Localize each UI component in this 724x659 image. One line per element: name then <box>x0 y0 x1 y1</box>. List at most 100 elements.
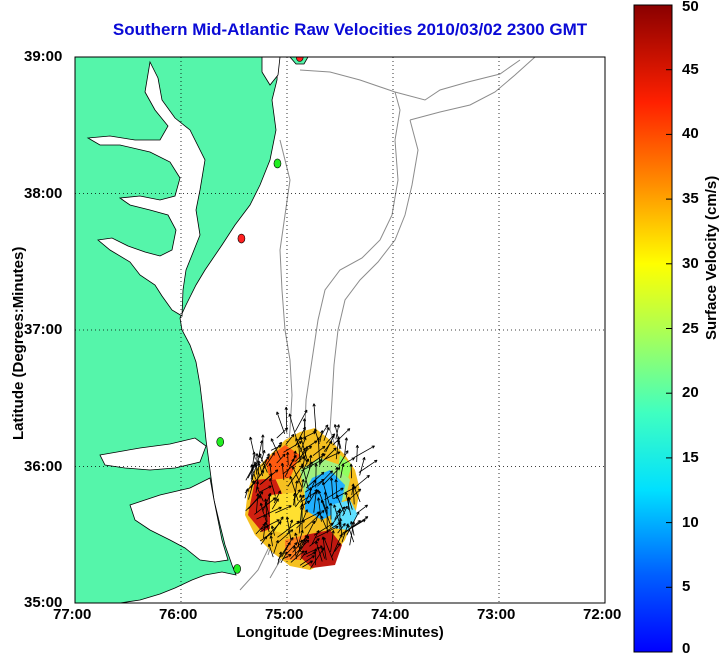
velocity-arrow <box>269 477 276 497</box>
x-tick-label: 74:00 <box>371 606 410 623</box>
velocity-arrow <box>255 453 259 475</box>
velocity-arrow <box>262 492 272 512</box>
x-tick-label: 73:00 <box>477 606 516 623</box>
velocity-arrow <box>324 451 341 460</box>
velocity-arrow <box>351 483 355 496</box>
velocity-arrow <box>335 424 340 440</box>
velocity-arrow <box>260 519 280 530</box>
velocity-arrow <box>318 424 329 440</box>
velocity-arrow <box>312 403 317 431</box>
x-axis-label: Longitude (Degrees:Minutes) <box>236 624 444 641</box>
velocity-arrow <box>313 522 334 536</box>
velocity-arrow <box>320 447 337 464</box>
velocity-arrow <box>344 437 348 456</box>
x-tick-label: 76:00 <box>159 606 198 623</box>
velocity-arrow <box>258 440 264 456</box>
station-marker <box>233 564 241 574</box>
colorbar-tick-label: 20 <box>682 384 699 402</box>
y-tick-label: 35:00 <box>24 594 63 611</box>
colorbar-tick-label: 10 <box>682 513 699 531</box>
velocity-arrow <box>259 485 272 493</box>
chesapeake-bay <box>86 60 206 317</box>
velocity-arrow <box>290 550 305 563</box>
velocity-arrow <box>297 444 301 463</box>
velocity-arrow <box>248 480 255 500</box>
velocity-arrow <box>338 450 349 466</box>
velocity-arrow <box>261 452 275 472</box>
velocity-arrow <box>250 454 261 482</box>
y-tick-label: 38:00 <box>24 184 63 202</box>
velocity-arrow <box>255 493 260 513</box>
colorbar-tick-label: 15 <box>682 448 699 466</box>
velocity-arrow <box>319 545 326 559</box>
velocity-arrow <box>276 411 286 434</box>
velocity-arrow <box>269 535 273 547</box>
colorbar-tick-marks <box>666 4 672 653</box>
x-tick-label: 75:00 <box>265 606 304 623</box>
velocity-arrow <box>312 445 326 456</box>
colorbar-tick-label: 50 <box>682 0 699 15</box>
velocity-arrow <box>285 433 295 445</box>
velocity-arrow <box>275 505 292 514</box>
velocity-arrow <box>355 474 370 487</box>
velocity-arrow <box>295 445 312 462</box>
station-marker <box>295 57 304 62</box>
velocity-arrow <box>329 477 334 499</box>
velocity-arrow <box>323 491 328 507</box>
velocity-arrow <box>334 542 341 552</box>
grid-lines <box>75 57 605 603</box>
velocity-arrow <box>250 451 256 480</box>
plot-frame <box>74 56 606 604</box>
chart-title: Southern Mid-Atlantic Raw Velocities 201… <box>112 20 588 39</box>
velocity-arrow <box>294 494 305 508</box>
velocity-arrow <box>358 459 378 473</box>
velocity-arrow <box>314 463 318 488</box>
velocity-arrow <box>308 487 313 499</box>
velocity-arrow <box>288 413 297 440</box>
velocity-arrow <box>342 505 348 517</box>
velocity-arrow <box>301 520 316 545</box>
velocity-arrow <box>277 536 294 561</box>
velocity-arrow <box>332 428 351 446</box>
y-tick-label: 39:00 <box>24 48 63 65</box>
velocity-arrow <box>304 440 318 450</box>
velocity-arrow <box>273 490 281 504</box>
velocity-arrow <box>270 525 276 536</box>
velocity-arrow <box>355 444 359 463</box>
velocity-arrow <box>299 555 315 566</box>
station-marker <box>273 158 282 169</box>
velocity-arrow <box>261 473 273 484</box>
velocity-arrow <box>301 459 323 472</box>
velocity-arrow <box>289 476 299 502</box>
x-tick-label: 77:00 <box>53 606 92 623</box>
velocity-arrow <box>255 523 266 535</box>
velocity-arrow <box>317 470 333 487</box>
velocity-arrow <box>268 543 274 558</box>
velocity-arrow <box>306 453 326 468</box>
velocity-arrow <box>314 525 339 539</box>
velocity-arrow <box>318 490 328 514</box>
colorbar-tick-label: 0 <box>682 640 691 657</box>
velocity-arrow <box>323 427 330 441</box>
velocity-arrow <box>301 509 308 523</box>
velocity-arrow <box>344 491 352 516</box>
velocity-arrow <box>282 456 305 475</box>
velocity-arrow <box>282 554 292 560</box>
velocity-arrow <box>292 466 303 489</box>
velocity-arrow <box>359 456 366 476</box>
velocity-arrow <box>305 471 325 489</box>
velocity-arrow <box>265 521 282 539</box>
colorbar-tick-label: 5 <box>682 578 691 596</box>
colorbar-tick-label: 35 <box>682 190 699 208</box>
velocity-arrow <box>249 436 256 460</box>
velocity-arrow <box>296 511 321 525</box>
velocity-arrow <box>287 465 304 487</box>
velocity-arrow <box>283 441 303 453</box>
velocity-arrow <box>330 530 335 553</box>
velocity-arrow <box>309 538 320 547</box>
colorbar-label: Surface Velocity (cm/s) <box>703 175 720 340</box>
velocity-arrow <box>347 524 355 543</box>
velocity-arrow <box>300 503 304 532</box>
velocity-arrow <box>317 497 322 522</box>
velocity-arrow <box>261 434 265 454</box>
